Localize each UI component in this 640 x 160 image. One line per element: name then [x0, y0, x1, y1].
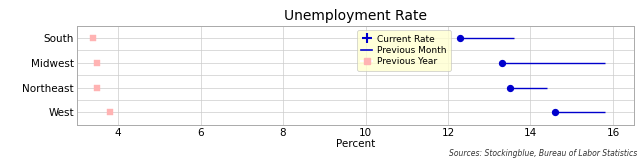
Title: Unemployment Rate: Unemployment Rate	[284, 9, 427, 23]
Point	[550, 111, 561, 114]
Legend: Current Rate, Previous Month, Previous Year: Current Rate, Previous Month, Previous Y…	[357, 30, 451, 71]
Point	[497, 61, 507, 64]
Point	[92, 86, 102, 89]
Point	[92, 61, 102, 64]
Point	[455, 37, 465, 39]
Point	[88, 37, 99, 39]
Point	[505, 86, 515, 89]
Point	[105, 111, 115, 114]
X-axis label: Percent: Percent	[335, 139, 375, 149]
Text: Sources: Stockingblue, Bureau of Labor Statistics: Sources: Stockingblue, Bureau of Labor S…	[449, 149, 637, 158]
